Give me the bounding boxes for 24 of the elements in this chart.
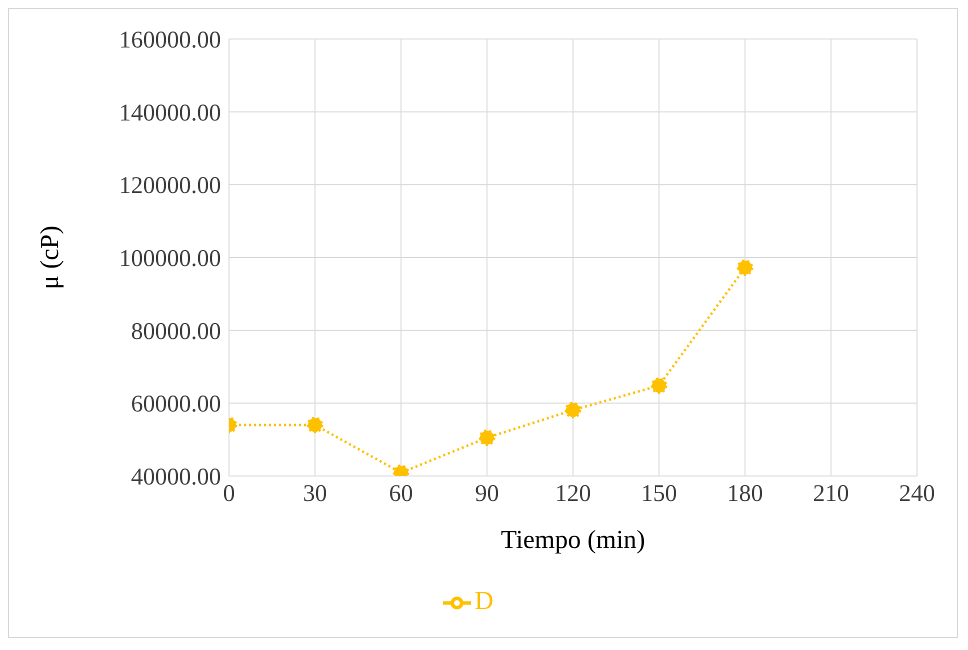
x-tick-label: 60 bbox=[389, 481, 413, 508]
y-tick-label: 160000.00 bbox=[119, 28, 221, 54]
x-axis-title: Tiempo (min) bbox=[500, 524, 646, 554]
legend-label: D bbox=[474, 586, 494, 615]
x-tick-label: 210 bbox=[813, 481, 849, 508]
y-tick-label: 100000.00 bbox=[119, 246, 221, 272]
point bbox=[306, 416, 324, 434]
y-tick-label: 120000.00 bbox=[119, 173, 221, 200]
y-tick-label: 60000.00 bbox=[131, 392, 221, 418]
y-tick-label: 140000.00 bbox=[119, 100, 221, 126]
x-tick-label: 180 bbox=[727, 481, 763, 508]
y-tick-label: 80000.00 bbox=[131, 318, 221, 345]
x-tick-label: 30 bbox=[303, 481, 327, 508]
point bbox=[564, 402, 582, 418]
point bbox=[650, 377, 668, 394]
x-tick-label: 0 bbox=[223, 481, 235, 508]
x-tick-label: 120 bbox=[555, 481, 591, 508]
point bbox=[478, 429, 496, 446]
y-axis-title: μ (cP) bbox=[35, 226, 64, 290]
x-tick-label: 90 bbox=[475, 481, 499, 508]
x-tick-label: 150 bbox=[641, 481, 677, 508]
x-tick-label: 240 bbox=[899, 481, 935, 508]
y-tick-label: 40000.00 bbox=[131, 464, 221, 490]
point bbox=[736, 259, 754, 276]
